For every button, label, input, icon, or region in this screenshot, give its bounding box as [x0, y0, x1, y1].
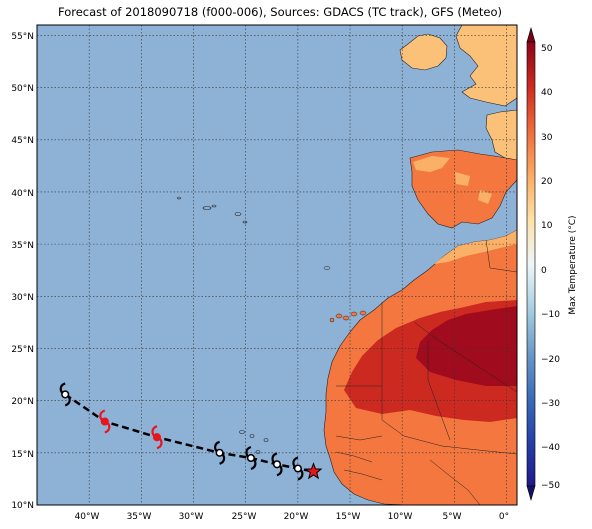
- colorbar-label: Max Temperature (°C): [568, 215, 578, 314]
- star-icon[interactable]: [304, 462, 323, 480]
- lat-label-20: 20°N: [11, 397, 34, 407]
- storm-eye: [100, 417, 109, 426]
- lon-label-0: 0°: [499, 512, 509, 522]
- land-ireland: [399, 33, 448, 71]
- country-borders: [335, 239, 517, 505]
- gridlines: [37, 25, 517, 505]
- lon-label-35w: 35°W: [127, 512, 152, 522]
- storm-eye: [272, 460, 282, 469]
- azores-islands: [177, 196, 248, 224]
- lat-label-10: 10°N: [11, 501, 34, 511]
- colorbar-body: [526, 41, 536, 487]
- cb-tick-30: 30: [541, 133, 553, 143]
- canary-islands: [329, 310, 367, 323]
- lon-label-15w: 15°W: [336, 512, 361, 522]
- storm-eye: [246, 453, 255, 463]
- storm-icon[interactable]: [271, 452, 283, 477]
- colorbar: 50 40 30 20 10 0 −10 −20 −30 −40 −50 Max…: [526, 26, 578, 502]
- lat-label-40: 40°N: [11, 189, 34, 199]
- colorbar-ticks: 50 40 30 20 10 0 −10 −20 −30 −40 −50: [541, 44, 560, 491]
- lon-label-10w: 10°W: [388, 512, 413, 522]
- map-title: Forecast of 2018090718 (f000-006), Sourc…: [58, 5, 502, 19]
- lon-label-5w: 5°W: [442, 512, 461, 522]
- cb-tick-m30: −30: [541, 399, 560, 409]
- land-iberia-cool: [413, 156, 450, 172]
- land-sahel: [330, 430, 517, 472]
- cape-verde-islands: [239, 430, 269, 454]
- map-frame: [36, 24, 518, 506]
- lon-label-30w: 30°W: [179, 512, 204, 522]
- lon-axis: 40°W 35°W 30°W 25°W 20°W 15°W 10°W 5°W 0…: [75, 512, 510, 522]
- cb-tick-m50: −50: [541, 481, 560, 491]
- hurricane-icon[interactable]: [99, 409, 111, 434]
- cb-tick-m20: −20: [541, 355, 560, 365]
- lat-axis: 55°N 50°N 45°N 40°N 35°N 30°N 25°N 20°N …: [11, 32, 34, 511]
- cb-tick-0: 0: [541, 266, 547, 276]
- storm-eye: [152, 433, 162, 442]
- storm-icon[interactable]: [292, 456, 304, 481]
- cb-tick-40: 40: [541, 88, 553, 98]
- lat-label-30: 30°N: [11, 293, 34, 303]
- land-morocco-coast: [434, 230, 517, 264]
- lon-label-20w: 20°W: [284, 512, 309, 522]
- cb-tick-20: 20: [541, 177, 553, 187]
- lat-label-15: 15°N: [11, 450, 34, 460]
- storm-icon[interactable]: [245, 445, 257, 471]
- cb-tick-10: 10: [541, 221, 553, 231]
- lon-label-25w: 25°W: [232, 512, 257, 522]
- lat-label-50: 50°N: [11, 84, 34, 94]
- madeira-islands: [323, 266, 331, 270]
- cb-tick-50: 50: [541, 44, 553, 54]
- lon-label-40w: 40°W: [75, 512, 100, 522]
- hurricane-icon[interactable]: [151, 425, 163, 450]
- cb-tick-m40: −40: [541, 443, 560, 453]
- lat-label-55: 55°N: [11, 32, 34, 42]
- track-points: [59, 382, 323, 481]
- storm-eye: [293, 464, 302, 473]
- land-sahara-hottest: [416, 306, 517, 386]
- lat-label-35: 35°N: [11, 241, 34, 251]
- land-iberia-mountains: [455, 172, 492, 204]
- storm-icon[interactable]: [59, 382, 71, 407]
- lat-label-25: 25°N: [11, 345, 34, 355]
- storm-icon[interactable]: [214, 440, 226, 465]
- storm-eye: [215, 448, 224, 457]
- land-britain: [455, 25, 517, 107]
- lat-label-45: 45°N: [11, 136, 34, 146]
- colorbar-top-arrow: [526, 26, 536, 43]
- colorbar-bottom-arrow: [526, 485, 536, 502]
- map-panel[interactable]: [37, 25, 517, 505]
- storm-eye: [61, 390, 70, 399]
- cb-tick-m10: −10: [541, 310, 560, 320]
